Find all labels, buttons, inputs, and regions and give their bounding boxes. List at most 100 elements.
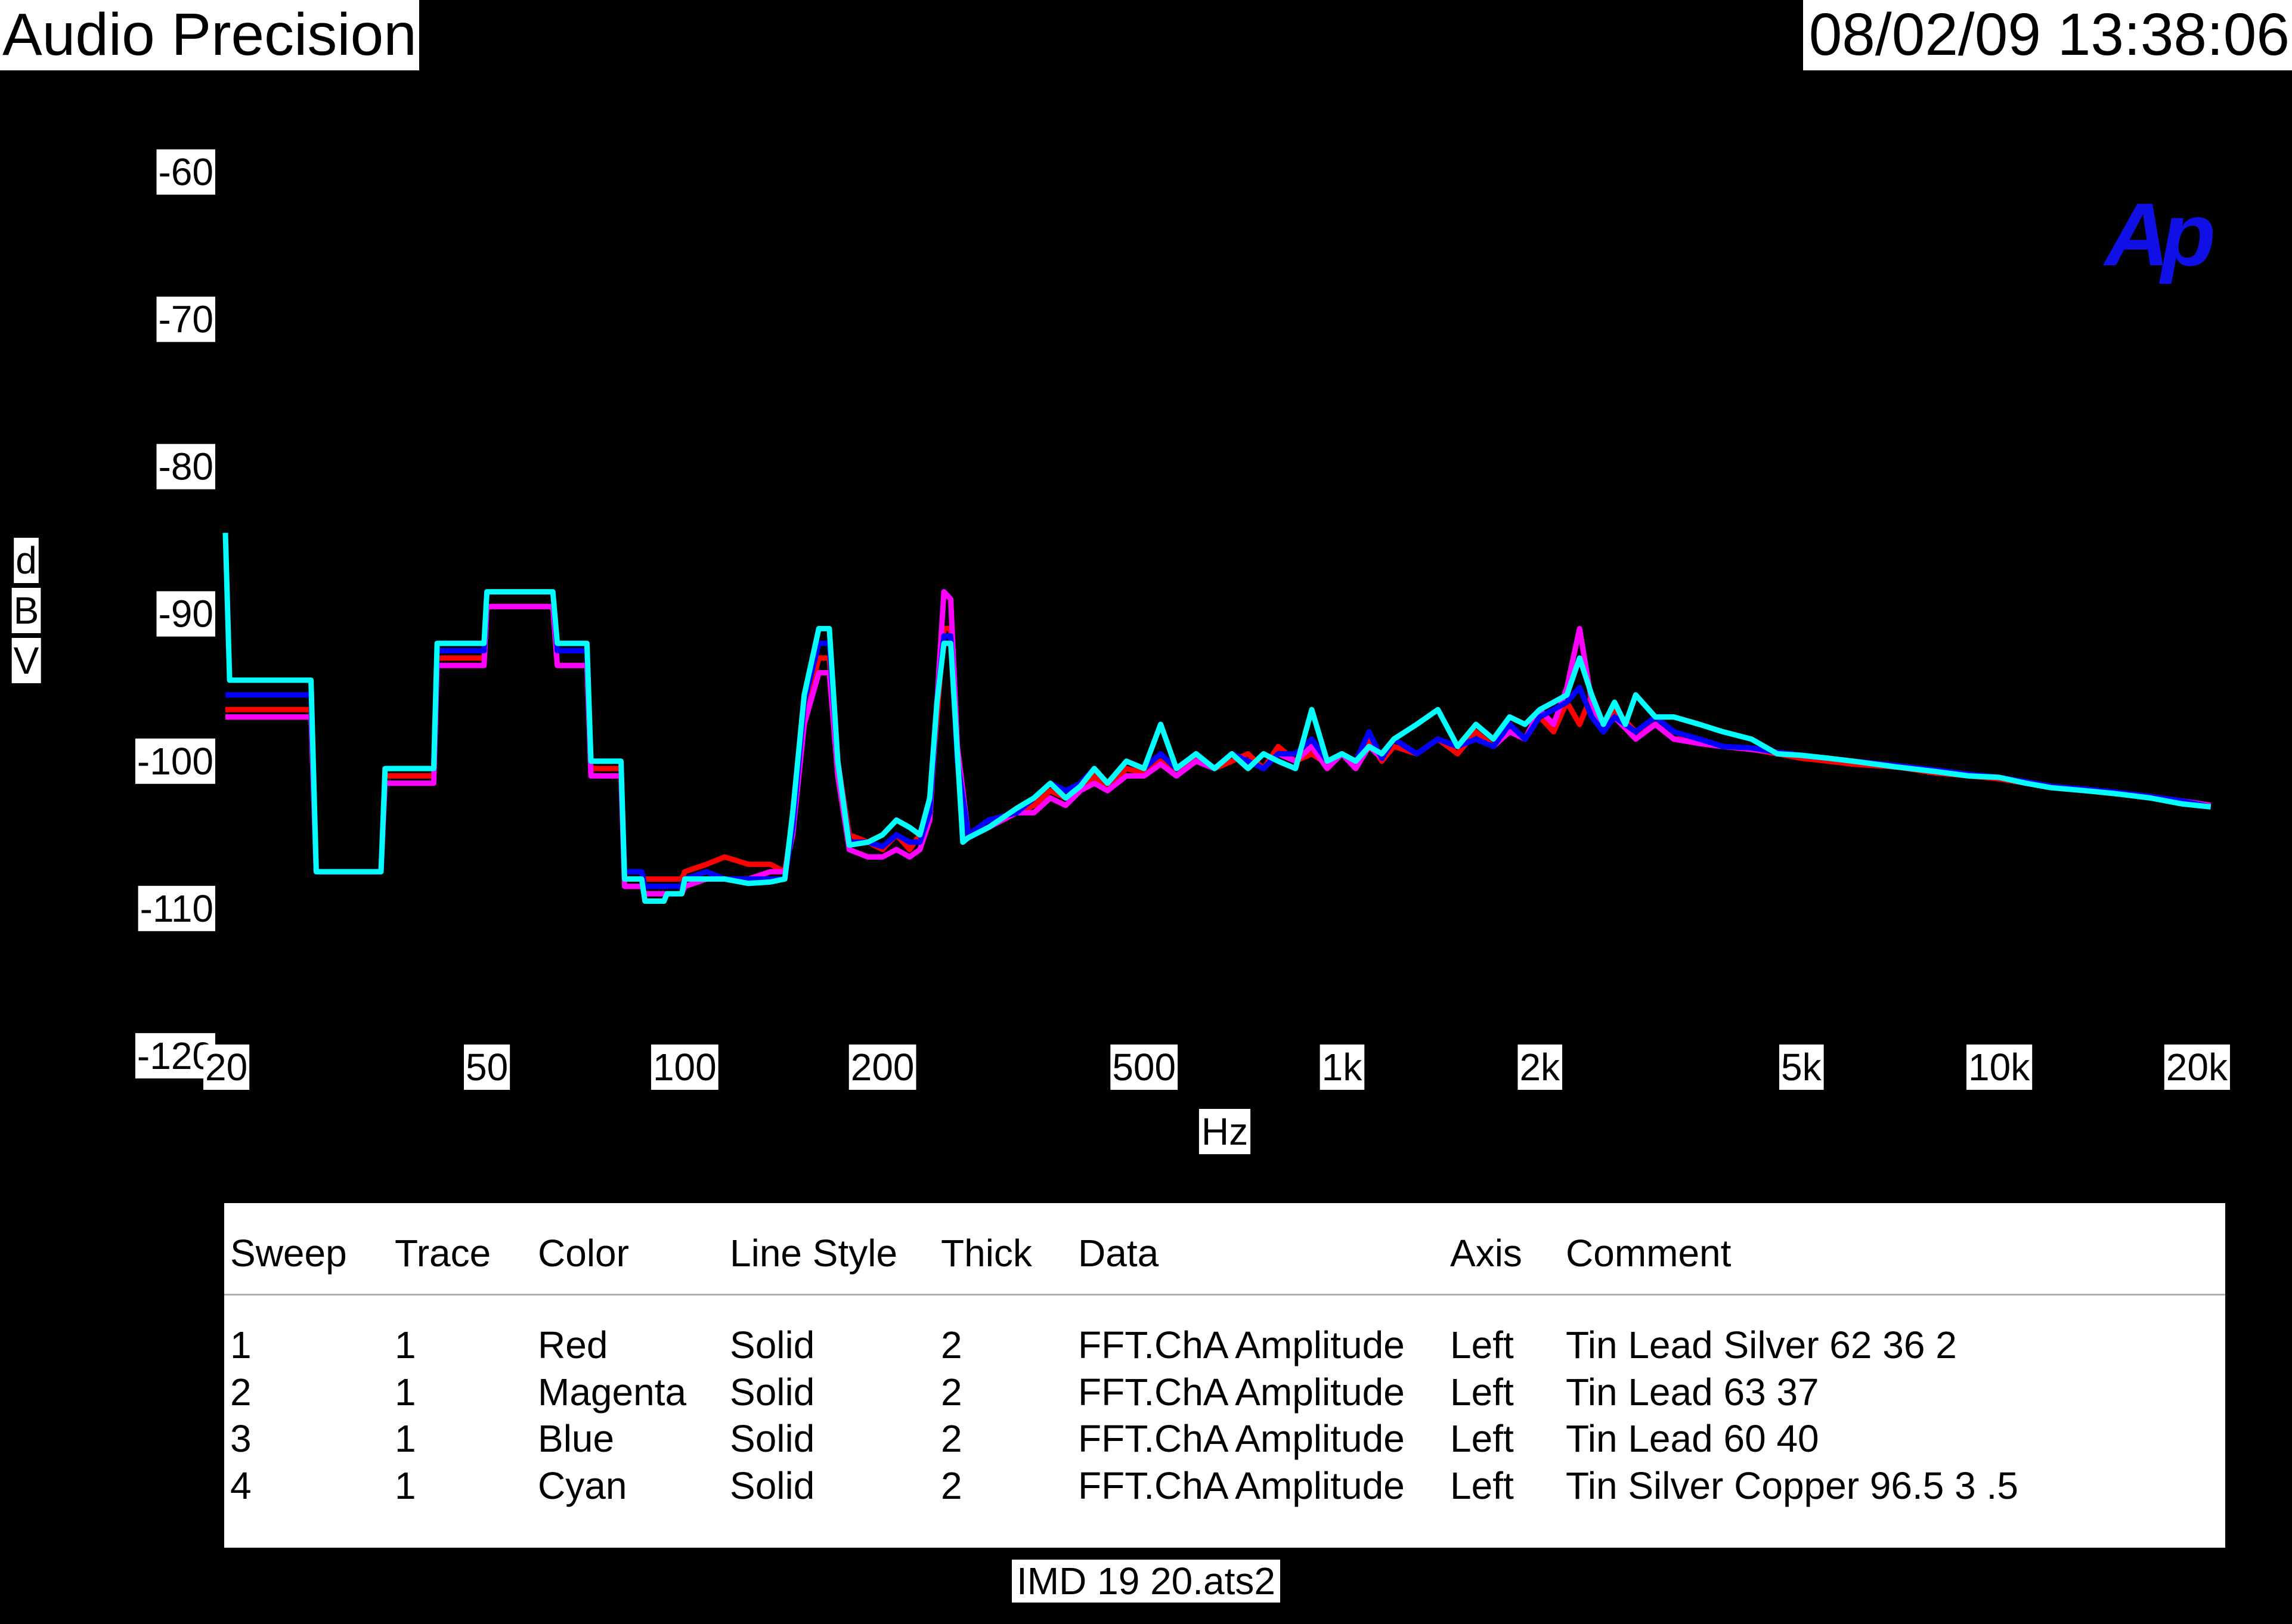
legend-cell: 2 [941, 1464, 962, 1507]
y-tick-label-group: -80 [156, 444, 215, 489]
legend-cell: Left [1450, 1371, 1514, 1414]
y-axis-label-letter-group: V [11, 638, 41, 683]
legend-cell: FFT.ChA Amplitude [1078, 1464, 1405, 1507]
legend-cell: 1 [395, 1464, 416, 1507]
y-axis-label-group: dBV [11, 538, 41, 683]
x-tick-label-box [651, 1045, 718, 1090]
legend-cell: Left [1450, 1324, 1514, 1366]
legend-cell: Red [538, 1324, 608, 1366]
x-tick-label: 10k [1968, 1046, 2030, 1089]
legend-cell: 1 [230, 1324, 252, 1366]
timestamp: 08/02/09 13:38:06 [1802, 0, 2292, 70]
y-tick-label-group: -90 [156, 591, 215, 637]
x-tick-label-group: 50 [463, 1045, 510, 1090]
x-tick-label-box [203, 1045, 250, 1090]
y-tick-label-group: -70 [156, 296, 215, 342]
legend-cell: Left [1450, 1464, 1514, 1507]
y-tick-label-group: -60 [156, 149, 215, 195]
y-tick-label: -120 [137, 1034, 213, 1077]
x-tick-label: 100 [653, 1046, 717, 1089]
legend-cell: FFT.ChA Amplitude [1078, 1417, 1405, 1460]
legend-divider [224, 1294, 2225, 1296]
y-axis-label-letter-box [11, 638, 41, 683]
y-axis-label-letter: d [16, 539, 37, 582]
legend-cell: Tin Lead 63 37 [1566, 1371, 1819, 1414]
legend-col-data: Data [1078, 1232, 1159, 1275]
x-tick-label-group: 1k [1320, 1045, 1365, 1090]
legend-cell: Tin Lead 60 40 [1566, 1417, 1819, 1460]
y-axis-label-letter-group: B [11, 588, 41, 633]
x-tick-label-group: 100 [651, 1045, 718, 1090]
legend-cell: 1 [395, 1371, 416, 1414]
legend-col-line-style: Line Style [730, 1232, 898, 1275]
y-tick-label: -70 [159, 298, 214, 341]
legend-cell: Solid [730, 1417, 815, 1460]
legend-cell: Blue [538, 1417, 615, 1460]
series-line-3 [225, 589, 2212, 890]
x-tick-label: 50 [466, 1046, 508, 1089]
fft-chart: -60 -70 -80 -90 -100 -110 -120 20 50 100 200 500 1k… [11, 149, 2230, 1154]
legend-cell: Tin Silver Copper 96.5 3 .5 [1566, 1464, 2018, 1507]
legend-col-trace: Trace [395, 1232, 491, 1275]
legend-col-sweep: Sweep [230, 1232, 347, 1275]
x-tick-label-group: 200 [848, 1045, 916, 1090]
y-tick-label-box [156, 149, 215, 195]
y-tick-label: -60 [159, 151, 214, 194]
x-tick-label: 20 [205, 1046, 247, 1089]
x-axis-label: Hz [1201, 1110, 1248, 1153]
y-tick-label: -110 [140, 887, 213, 930]
x-tick-label-box [1517, 1045, 1563, 1090]
legend-col-thick: Thick [941, 1232, 1032, 1275]
x-tick-label-group: 20 [203, 1045, 250, 1090]
legend-cell: Magenta [538, 1371, 687, 1414]
x-tick-label: 2k [1519, 1046, 1560, 1089]
y-tick-label: -80 [159, 445, 214, 488]
legend-cell: 2 [941, 1324, 962, 1366]
y-tick-label-box [135, 1033, 215, 1078]
legend-col-comment: Comment [1566, 1232, 1732, 1275]
legend-cell: Solid [730, 1324, 815, 1366]
x-tick-label: 20k [2166, 1046, 2228, 1089]
x-tick-label-group: 5k [1779, 1045, 1824, 1090]
y-tick-label-group: -100 [135, 738, 215, 784]
legend-col-axis: Axis [1450, 1232, 1522, 1275]
y-tick-label-box [138, 885, 215, 931]
legend-table: Sweep Trace Color Line Style Thick Data … [224, 1203, 2225, 1548]
series-line-4 [222, 532, 2212, 904]
x-tick-label-box [463, 1045, 510, 1090]
y-tick-label-box [156, 444, 215, 489]
series-line-2 [225, 589, 2212, 897]
y-tick-label: -100 [137, 740, 213, 783]
legend-cell: 2 [941, 1417, 962, 1460]
legend-cell: 2 [941, 1371, 962, 1414]
legend-cell: Solid [730, 1464, 815, 1507]
y-tick-label-box [156, 591, 215, 637]
y-tick-label-box [156, 296, 215, 342]
x-tick-label: 5k [1781, 1046, 1822, 1089]
legend-cell: Solid [730, 1371, 815, 1414]
x-tick-label-group: 20k [2164, 1045, 2230, 1090]
y-axis-label-letter-box [11, 588, 41, 633]
x-tick-label-box [1779, 1045, 1824, 1090]
legend-cell: 1 [395, 1324, 416, 1366]
legend-cell: Cyan [538, 1464, 627, 1507]
legend-cell: FFT.ChA Amplitude [1078, 1324, 1405, 1366]
y-tick-label-box [135, 738, 215, 784]
x-tick-label: 200 [851, 1046, 915, 1089]
y-axis-label-letter-group: d [14, 538, 39, 583]
y-axis-ticks: -60 -70 -80 -90 -100 -110 -120 [135, 149, 215, 1078]
legend-cell: 3 [230, 1417, 252, 1460]
legend-cell: 4 [230, 1464, 252, 1507]
x-tick-label-group: 10k [1966, 1045, 2033, 1090]
x-tick-label-group: 500 [1110, 1045, 1178, 1090]
legend-cell: Left [1450, 1417, 1514, 1460]
ap-logo: Ap [2105, 184, 2216, 284]
x-axis-label-box [1198, 1109, 1251, 1154]
y-tick-label-group: -120 [135, 1033, 215, 1078]
app-title: Audio Precision [0, 0, 419, 70]
x-tick-label-box [2164, 1045, 2230, 1090]
y-tick-label-group: -110 [138, 885, 215, 931]
y-axis-label-letter: B [14, 589, 39, 632]
x-tick-label-box [1110, 1045, 1178, 1090]
